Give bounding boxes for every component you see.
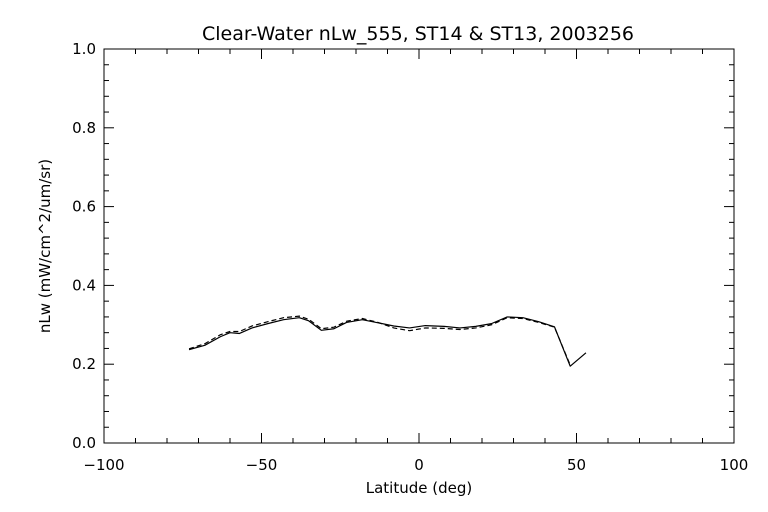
x-tick-label: 0 — [414, 456, 424, 474]
x-tick-label: 50 — [567, 456, 586, 474]
y-tick-label: 1.0 — [72, 40, 96, 58]
plot-area-frame — [103, 48, 735, 444]
y-tick-label: 0.2 — [72, 355, 96, 373]
axis-tick-labels: −100 −50 0 50 100 0.0 0.2 0.4 0.6 0.8 1.0 — [72, 40, 748, 474]
chart-title: Clear-Water nLw_555, ST14 & ST13, 200325… — [202, 23, 634, 45]
series-line-dashed — [188, 315, 571, 366]
x-tick-label: −100 — [83, 456, 124, 474]
x-tick-label: −50 — [246, 456, 278, 474]
data-series — [188, 315, 587, 367]
y-tick-label: 0.6 — [72, 198, 96, 216]
y-tick-label: 0.4 — [72, 276, 96, 294]
y-tick-label: 0.0 — [72, 434, 96, 452]
axis-ticks — [103, 48, 735, 444]
series-line-solid — [188, 316, 587, 367]
y-tick-label: 0.8 — [72, 119, 96, 137]
y-axis-title: nLw (mW/cm^2/um/sr) — [36, 159, 54, 333]
x-axis-title: Latitude (deg) — [366, 479, 472, 497]
x-tick-label: 100 — [720, 456, 749, 474]
